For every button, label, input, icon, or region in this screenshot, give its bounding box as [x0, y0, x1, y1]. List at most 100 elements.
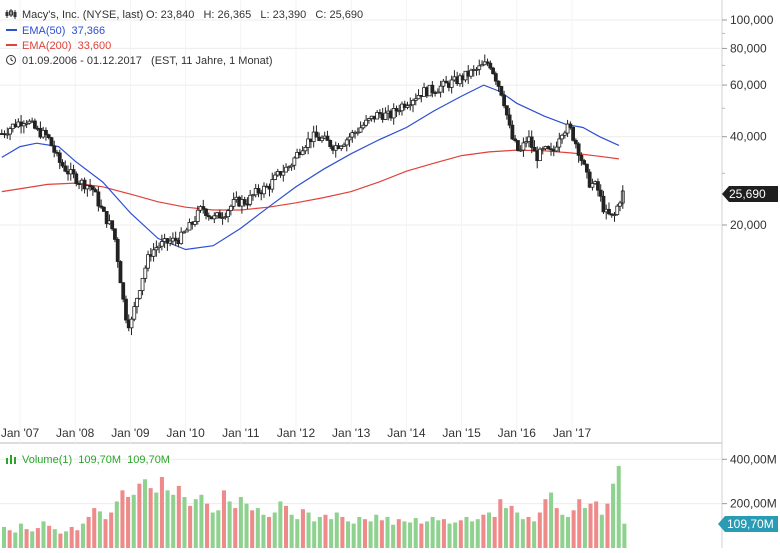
candle-down — [115, 239, 120, 262]
candle-up — [289, 164, 294, 168]
volume-bar-down — [396, 519, 401, 548]
candle-up — [405, 105, 410, 108]
volume-bar-down — [537, 512, 542, 548]
candle-up — [540, 148, 545, 151]
candle-down — [217, 212, 222, 219]
candle-up — [518, 149, 523, 152]
volume-bar-up — [278, 501, 283, 548]
candle-down — [607, 208, 611, 215]
candle-up — [560, 134, 564, 140]
volume-y-tick-label: 400,00M — [730, 452, 777, 466]
volume-bar-down — [594, 501, 599, 548]
candle-down — [573, 139, 578, 145]
volume-legend: Volume(1) 109,70M 109,70M — [6, 454, 170, 466]
candle-down — [71, 169, 76, 175]
volume-bar-up — [616, 465, 621, 548]
candle-down — [242, 199, 247, 205]
candle-down — [485, 61, 490, 64]
candle-down — [44, 129, 48, 136]
candle-down — [33, 120, 37, 129]
candle-down — [491, 67, 495, 75]
ohlc-values: O: 23,840 H: 26,365 L: 23,390 C: 25,690 — [146, 9, 363, 21]
x-tick-label: Jan '13 — [332, 426, 371, 440]
price-y-tick-label: 100,000 — [730, 13, 774, 27]
volume-bar-down — [441, 519, 446, 548]
candle-down — [488, 62, 493, 69]
volume-bar-up — [165, 490, 170, 548]
volume-bar-up — [346, 521, 351, 548]
candle-up — [411, 99, 415, 106]
volume-icon — [6, 455, 16, 464]
candle-down — [173, 237, 178, 241]
volume-bar-up — [329, 519, 334, 548]
price-y-tick-label: 40,000 — [730, 130, 767, 144]
candle-down — [585, 163, 589, 173]
volume-bar-up — [171, 494, 176, 548]
volume-bar-down — [148, 488, 153, 548]
candle-up — [168, 240, 173, 244]
candles-layer — [0, 54, 625, 336]
candle-up — [24, 122, 29, 125]
price-y-tick-label: 60,000 — [730, 78, 767, 92]
volume-bar-up — [30, 531, 35, 548]
candle-down — [256, 188, 261, 194]
candle-up — [375, 112, 380, 120]
x-tick-label: Jan '09 — [111, 426, 150, 440]
candle-up — [350, 132, 355, 138]
candle-up — [129, 318, 134, 329]
volume-bar-up — [227, 501, 232, 548]
volume-bar-down — [605, 503, 610, 548]
volume-bar-up — [306, 512, 311, 548]
candle-down — [49, 137, 54, 147]
volume-bar-up — [216, 510, 221, 548]
price-y-axis: 100,000 80,000 60,000 40,000 20,000 — [722, 13, 774, 232]
candle-down — [82, 179, 87, 190]
volume-bar-up — [475, 519, 480, 548]
volume-bar-up — [41, 521, 46, 548]
candle-up — [612, 214, 617, 216]
volume-bar-down — [250, 510, 255, 548]
candle-down — [601, 195, 606, 213]
volume-bar-down — [103, 519, 108, 548]
volume-bar-up — [312, 521, 317, 548]
volume-bar-down — [526, 516, 531, 548]
volume-bar-down — [86, 516, 91, 548]
volume-bar-down — [588, 503, 593, 548]
volume-bar-up — [622, 523, 627, 548]
candle-down — [104, 211, 109, 225]
candle-down — [394, 108, 399, 112]
candle-up — [146, 254, 150, 269]
candle-up — [618, 202, 622, 207]
volume-bar-up — [357, 516, 362, 548]
candle-down — [121, 282, 126, 300]
candle-down — [571, 126, 576, 141]
candle-up — [135, 297, 139, 308]
volume-bar-up — [402, 521, 407, 548]
volume-bar-up — [560, 514, 565, 548]
candle-up — [8, 128, 12, 135]
candle-up — [480, 64, 484, 67]
volume-bar-down — [109, 512, 114, 548]
candle-up — [295, 152, 300, 159]
candle-down — [206, 215, 211, 218]
candle-down — [587, 171, 592, 188]
candle-up — [364, 119, 369, 126]
candle-down — [46, 134, 51, 139]
volume-bar-down — [492, 516, 497, 548]
volume-legend-text: Volume(1) 109,70M 109,70M — [22, 454, 170, 466]
volume-bar-up — [470, 521, 475, 548]
candle-up — [590, 183, 595, 188]
candle-up — [355, 131, 360, 134]
candle-up — [306, 138, 311, 148]
volume-bar-up — [272, 512, 277, 548]
candle-down — [596, 181, 600, 191]
price-y-tick-label: 20,000 — [730, 218, 767, 232]
volume-bar-down — [47, 525, 52, 548]
x-tick-label: Jan '07 — [1, 426, 40, 440]
volume-bar-down — [554, 508, 559, 548]
price-y-tick-label: 80,000 — [730, 41, 767, 55]
volume-bar-down — [577, 499, 582, 548]
candle-up — [557, 138, 562, 148]
volume-bar-down — [283, 505, 289, 548]
